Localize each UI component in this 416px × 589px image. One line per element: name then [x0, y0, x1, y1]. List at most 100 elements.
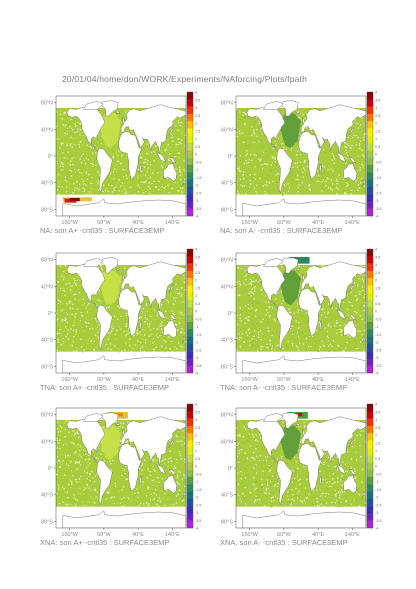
missing-cell — [75, 331, 77, 333]
missing-cell — [273, 500, 275, 502]
xtick-label: 60°W — [97, 532, 111, 538]
field-cell — [138, 484, 141, 486]
field-cell — [270, 484, 272, 486]
missing-cell — [66, 133, 68, 135]
missing-cell — [116, 329, 118, 331]
field-cell — [285, 462, 287, 464]
land-samerica — [96, 459, 113, 505]
missing-cell — [365, 441, 366, 443]
missing-cell — [271, 161, 273, 163]
missing-cell — [320, 495, 322, 497]
missing-cell — [181, 287, 183, 289]
colorbar-label: -1 — [375, 325, 378, 329]
land-africa — [118, 443, 143, 492]
field-cell — [73, 187, 76, 189]
field-cell — [109, 171, 112, 173]
missing-cell — [179, 166, 181, 169]
missing-cell — [356, 170, 358, 172]
missing-cell — [80, 456, 82, 458]
missing-cell — [175, 283, 177, 285]
field-cell — [305, 163, 307, 165]
missing-cell — [271, 307, 273, 309]
missing-cell — [362, 154, 364, 156]
field-cell — [244, 461, 247, 463]
missing-cell — [161, 165, 163, 167]
colorbar-label: -3.5 — [195, 207, 202, 211]
missing-cell — [85, 307, 87, 309]
missing-cell — [176, 459, 178, 461]
map-panel-1: 80°N 40°N 0° 40°S 80°S 160°W 60°W 40°E 140°E 4 3.5… — [40, 88, 232, 240]
colorbar-swatch — [367, 411, 373, 419]
field-cell — [78, 290, 81, 293]
missing-cell — [254, 286, 256, 288]
missing-cell — [118, 150, 120, 152]
field-cell — [247, 295, 249, 297]
missing-cell — [144, 158, 146, 161]
missing-cell — [92, 328, 94, 330]
missing-cell — [252, 483, 254, 485]
colorbar-swatch — [367, 285, 373, 293]
field-cell — [62, 496, 65, 498]
missing-cell — [68, 431, 70, 433]
colorbar-swatch — [187, 365, 193, 374]
missing-cell — [65, 504, 67, 506]
missing-cell — [246, 113, 248, 116]
map-field — [236, 412, 366, 528]
missing-cell — [240, 284, 242, 286]
missing-cell — [173, 313, 175, 315]
missing-cell — [110, 194, 112, 196]
missing-cell — [76, 131, 78, 133]
colorbar-swatch — [187, 476, 193, 485]
missing-cell — [66, 503, 69, 505]
missing-cell — [350, 458, 353, 460]
missing-cell — [324, 495, 326, 497]
field-cell — [79, 493, 81, 495]
missing-cell — [258, 334, 260, 336]
field-cell — [152, 169, 155, 171]
field-cell — [313, 504, 316, 506]
missing-cell — [179, 174, 181, 176]
colorbar-swatch — [187, 418, 193, 427]
field-cell — [292, 332, 294, 334]
field-cell — [167, 498, 169, 500]
field-cell — [362, 434, 365, 436]
field-cell — [298, 272, 300, 274]
missing-cell — [91, 297, 93, 299]
missing-cell — [162, 331, 164, 333]
field-cell — [274, 476, 276, 478]
missing-cell — [248, 161, 250, 164]
missing-cell — [92, 164, 94, 166]
missing-cell — [266, 479, 268, 481]
missing-cell — [336, 320, 338, 322]
missing-cell — [184, 289, 186, 291]
colorbar-swatch — [367, 491, 373, 500]
field-cell — [83, 330, 86, 332]
missing-cell — [242, 436, 244, 438]
missing-cell — [161, 328, 163, 330]
field-cell — [275, 163, 277, 166]
missing-cell — [336, 469, 338, 471]
missing-cell — [89, 458, 91, 460]
missing-cell — [238, 280, 240, 282]
colorbar-label: -2.5 — [375, 348, 382, 352]
field-cell — [124, 330, 126, 332]
missing-cell — [153, 492, 155, 494]
missing-cell — [317, 175, 320, 177]
colorbar-label: 2 — [375, 122, 377, 126]
missing-cell — [165, 490, 168, 492]
missing-cell — [165, 459, 167, 461]
missing-cell — [329, 343, 331, 345]
panel-caption: TNA: son A- -cntl35 : SURFACE3EMP — [220, 383, 348, 392]
missing-cell — [147, 468, 149, 470]
missing-cell — [271, 345, 273, 347]
field-cell — [127, 496, 129, 499]
missing-cell — [133, 334, 135, 337]
missing-cell — [363, 155, 365, 158]
missing-cell — [304, 160, 306, 162]
missing-cell — [250, 492, 252, 494]
missing-cell — [365, 502, 366, 504]
field-cell — [300, 323, 303, 325]
ytick-label: 80°S — [221, 519, 233, 525]
field-cell — [73, 324, 75, 326]
missing-cell — [143, 192, 145, 194]
